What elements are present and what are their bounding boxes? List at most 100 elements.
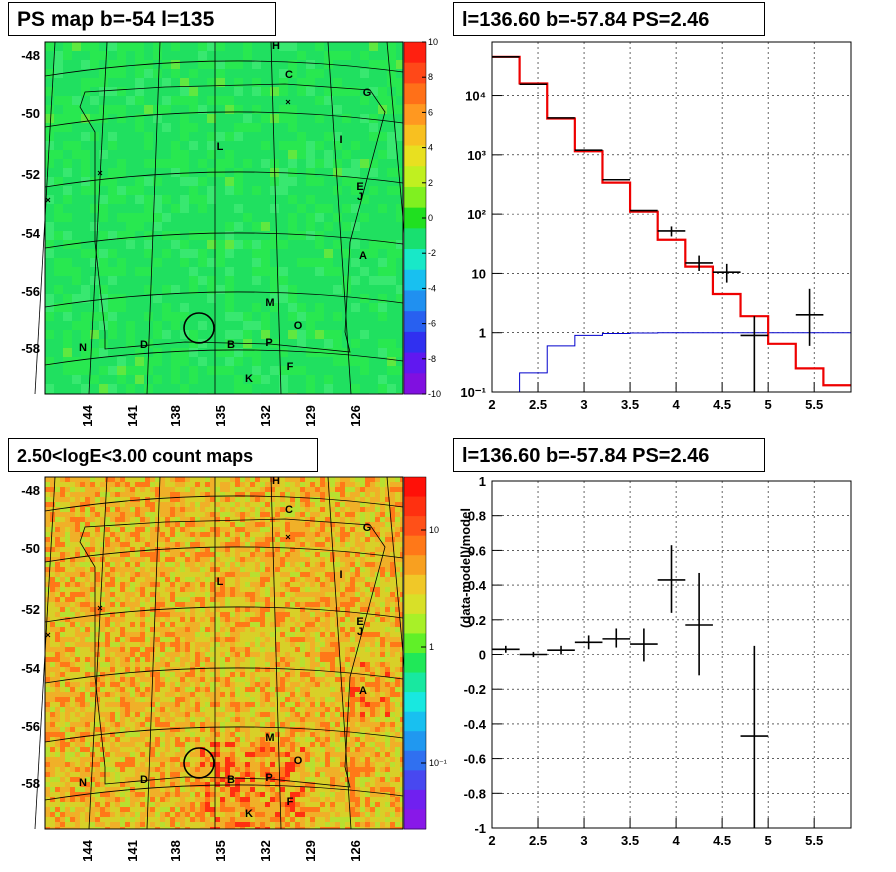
map-pixel [260,697,265,702]
map-pixel [210,477,215,482]
map-pixel [160,552,165,557]
map-pixel [185,502,190,507]
map-pixel [279,69,288,78]
map-pixel [115,627,120,632]
map-pixel [85,557,90,562]
map-pixel [295,477,300,482]
map-pixel [105,527,110,532]
map-pixel [75,492,80,497]
map-pixel [225,477,230,482]
map-pixel [243,114,252,123]
map-pixel [45,96,54,105]
map-pixel [280,652,285,657]
map-pixel [60,497,65,502]
map-pixel [45,572,50,577]
map-pixel [207,69,216,78]
map-pixel [280,677,285,682]
map-pixel [387,240,396,249]
map-pixel [288,375,297,384]
map-pixel [270,687,275,692]
map-pixel [255,547,260,552]
map-pixel [290,697,295,702]
map-pixel [198,141,207,150]
map-pixel [155,512,160,517]
colorbar-segment [404,311,426,333]
map-pixel [135,537,140,542]
map-pixel [285,677,290,682]
map-pixel [390,522,395,527]
map-pixel [310,597,315,602]
map-pixel [225,312,234,321]
map-pixel [115,622,120,627]
map-pixel [280,602,285,607]
map-pixel [324,312,333,321]
map-pixel [230,482,235,487]
map-pixel [99,51,108,60]
map-pixel [180,617,185,622]
map-pixel [255,602,260,607]
map-pixel [300,517,305,522]
map-pixel [305,677,310,682]
map-pixel [70,642,75,647]
map-pixel [310,572,315,577]
map-pixel [144,141,153,150]
map-pixel [140,702,145,707]
map-pixel [165,517,170,522]
map-pixel [261,195,270,204]
map-pixel [300,697,305,702]
map-pixel [170,547,175,552]
map-pixel [324,168,333,177]
map-pixel [140,507,145,512]
map-pixel [325,672,330,677]
map-pixel [375,537,380,542]
map-pixel [260,652,265,657]
map-pixel [280,497,285,502]
map-pixel [175,502,180,507]
map-pixel [100,492,105,497]
map-pixel [90,497,95,502]
map-pixel [335,572,340,577]
map-pixel [369,276,378,285]
map-pixel [185,647,190,652]
map-pixel [285,487,290,492]
map-pixel [81,141,90,150]
map-pixel [185,637,190,642]
map-pixel [50,552,55,557]
map-pixel [85,477,90,482]
map-pixel [400,522,403,527]
map-pixel [75,482,80,487]
map-pixel [171,213,180,222]
map-pixel [185,482,190,487]
map-pixel [207,276,216,285]
map-pixel [60,552,65,557]
map-pixel [250,492,255,497]
map-pixel [240,487,245,492]
map-pixel [105,652,110,657]
map-pixel [370,667,375,672]
map-pixel [117,249,126,258]
map-pixel [153,357,162,366]
map-pixel [335,702,340,707]
map-pixel [216,276,225,285]
map-pixel [75,587,80,592]
map-pixel [333,78,342,87]
map-pixel [171,384,180,393]
map-pixel [135,617,140,622]
map-pixel [126,123,135,132]
map-pixel [90,682,95,687]
map-pixel [126,141,135,150]
map-pixel [80,542,85,547]
map-pixel [234,213,243,222]
map-pixel [155,522,160,527]
map-pixel [95,632,100,637]
map-pixel [390,622,395,627]
map-pixel [280,672,285,677]
map-pixel [153,159,162,168]
map-pixel [210,672,215,677]
map-pixel [385,492,390,497]
map-pixel [390,562,395,567]
map-pixel [70,482,75,487]
map-pixel [90,240,99,249]
map-pixel [155,652,160,657]
map-pixel [180,522,185,527]
